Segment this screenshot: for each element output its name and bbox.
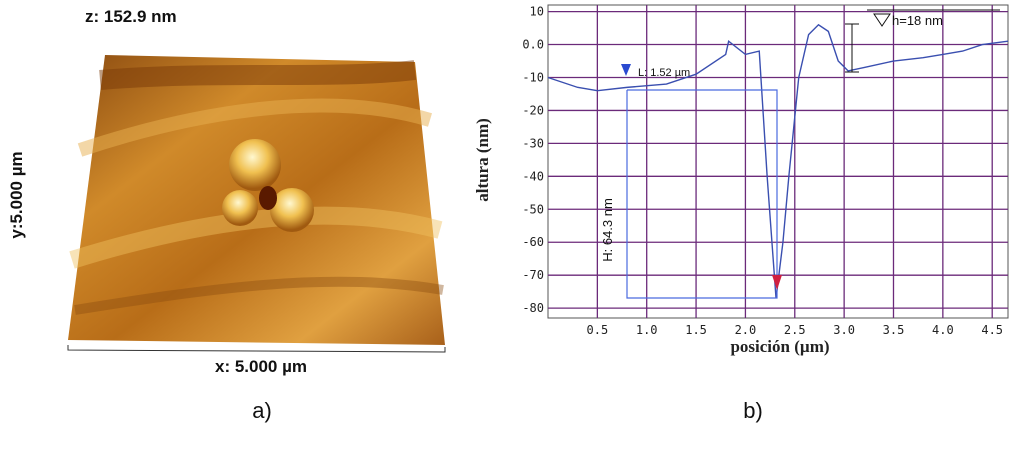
y-tick-label: -10	[522, 70, 544, 84]
y-tick-label: -70	[522, 268, 544, 282]
x-tick-label: 1.0	[636, 323, 658, 337]
x-tick-label: 3.5	[883, 323, 905, 337]
plot-frame	[548, 5, 1008, 318]
x-tick-label: 0.5	[587, 323, 609, 337]
z-label: z: 152.9 nm	[85, 7, 177, 26]
annotation: h=18 nm	[892, 13, 943, 28]
y-tick-label: -30	[522, 136, 544, 150]
x-tick-label: 4.0	[932, 323, 954, 337]
x-axis-label: posición (µm)	[730, 337, 829, 356]
y-tick-label: -60	[522, 235, 544, 249]
y-tick-label: -50	[522, 202, 544, 216]
x-tick-label: 2.5	[784, 323, 806, 337]
annotation: H: 64.3 nm	[600, 198, 615, 262]
afm-image	[68, 55, 445, 352]
x-tick-label: 3.0	[833, 323, 855, 337]
x-label: x: 5.000 µm	[215, 357, 307, 376]
caption: b)	[743, 398, 763, 423]
y-tick-label: -20	[522, 103, 544, 117]
x-tick-label: 2.0	[735, 323, 757, 337]
x-tick-label: 4.5	[981, 323, 1003, 337]
y-tick-label: -40	[522, 169, 544, 183]
figure: z: 152.9 nm x: 5.000 µm y:5.000 µm a) b)…	[0, 0, 1011, 452]
y-tick-label: 10	[530, 5, 544, 19]
y-axis-label: altura (nm)	[473, 118, 492, 202]
y-label: y:5.000 µm	[7, 151, 26, 238]
caption: a)	[252, 398, 272, 423]
y-tick-label: 0.0	[522, 38, 544, 52]
y-tick-label: -80	[522, 301, 544, 315]
x-tick-label: 1.5	[685, 323, 707, 337]
profile-line	[548, 25, 1008, 298]
annotation: L: 1.52 µm	[638, 67, 690, 79]
plot: 10 0.0 -10 -20 -30 -40 -50 -60 -70 -80 0.5 1.0 1.5 2.…	[522, 5, 1008, 337]
